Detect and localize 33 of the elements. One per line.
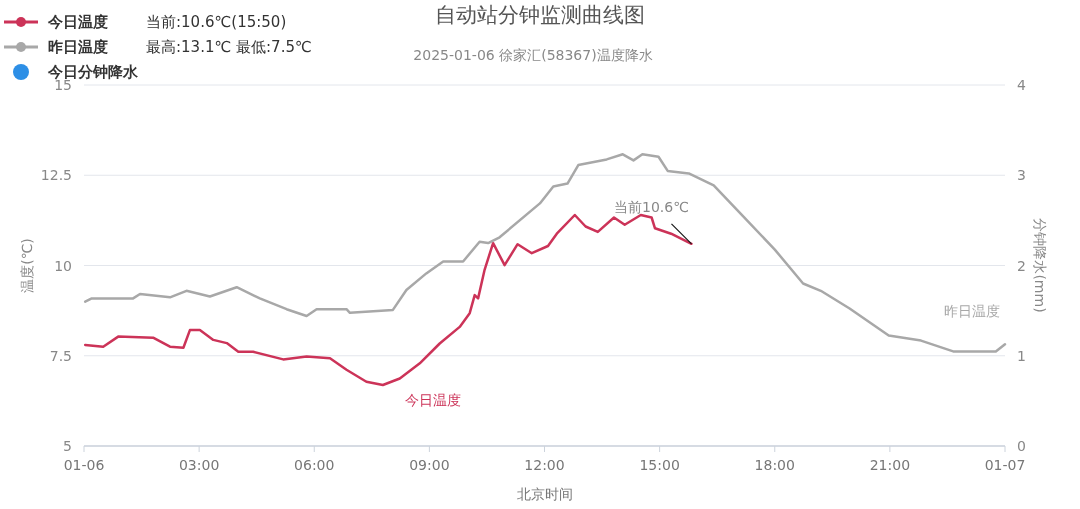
x-tick-label: 12:00 bbox=[524, 457, 565, 473]
text: 最高:13.1℃ 最低:7.5℃ bbox=[146, 38, 312, 56]
legend-label: 今日温度 bbox=[47, 13, 108, 31]
x-tick-label: 21:00 bbox=[869, 457, 911, 473]
legend-label: 昨日温度 bbox=[48, 38, 108, 56]
y2-tick-label: 4 bbox=[1017, 77, 1026, 93]
y-tick-label: 10 bbox=[54, 257, 72, 274]
x-tick-label: 06:00 bbox=[294, 457, 335, 473]
text: 当前:10.6℃(15:50) bbox=[146, 13, 287, 31]
x-tick-label: 03:00 bbox=[178, 457, 220, 473]
text: 今日温度 bbox=[404, 391, 461, 408]
x-tick-label: 01-07 bbox=[984, 457, 1026, 473]
x-tick-label: 18:00 bbox=[754, 457, 795, 473]
y-tick-label: 7.5 bbox=[49, 347, 72, 364]
line-series bbox=[83, 213, 693, 387]
line-series bbox=[83, 153, 1007, 353]
x-tick-label: 09:00 bbox=[409, 457, 450, 473]
y-tick-label: 5 bbox=[63, 438, 72, 454]
y-axis-title: 温度(℃) bbox=[19, 238, 35, 293]
x-tick-label: 01-06 bbox=[63, 457, 105, 473]
chart-title: 自动站分钟监测曲线图 bbox=[435, 3, 645, 27]
y2-axis-title: 分钟降水(mm) bbox=[1032, 218, 1048, 313]
annotation: 当前10.6℃ bbox=[614, 198, 689, 215]
x-tick-label: 15:00 bbox=[639, 457, 680, 473]
y2-tick-label: 1 bbox=[1017, 347, 1026, 364]
y2-tick-label: 2 bbox=[1017, 257, 1026, 274]
y2-tick-label: 0 bbox=[1017, 438, 1026, 454]
y2-tick-label: 3 bbox=[1017, 167, 1026, 184]
y-tick-label: 12.5 bbox=[40, 167, 72, 184]
chart-subtitle: 2025-01-06 徐家汇(58367)温度降水 bbox=[413, 47, 653, 63]
text: 昨日温度 bbox=[944, 303, 1000, 320]
legend-label: 今日分钟降水 bbox=[47, 63, 139, 81]
x-axis-title: 北京时间 bbox=[516, 486, 573, 502]
